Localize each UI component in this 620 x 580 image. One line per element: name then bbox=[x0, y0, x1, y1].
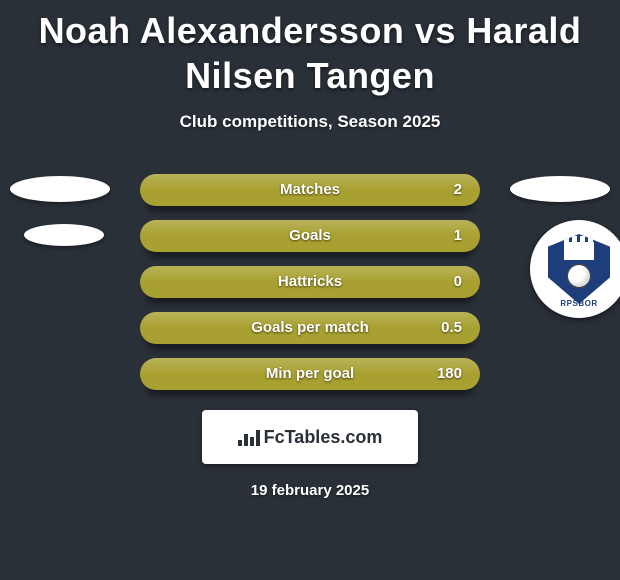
stat-row-matches: Matches 2 bbox=[0, 174, 620, 206]
footer-brand-box[interactable]: FcTables.com bbox=[202, 410, 418, 464]
left-player-oval-1 bbox=[10, 176, 110, 202]
subtitle: Club competitions, Season 2025 bbox=[0, 112, 620, 132]
right-player-oval-1 bbox=[510, 176, 610, 202]
left-player-oval-2 bbox=[24, 224, 104, 246]
bar-wrap: Hattricks 0 bbox=[140, 266, 480, 298]
page-title: Noah Alexandersson vs Harald Nilsen Tang… bbox=[0, 0, 620, 98]
stat-label: Hattricks bbox=[140, 266, 480, 298]
bar-wrap: Goals per match 0.5 bbox=[140, 312, 480, 344]
date-text: 19 february 2025 bbox=[0, 482, 620, 499]
bar-wrap: Matches 2 bbox=[140, 174, 480, 206]
footer-brand-text: FcTables.com bbox=[264, 427, 383, 448]
stat-right-value: 1 bbox=[454, 220, 462, 252]
stat-row-min-per-goal: Min per goal 180 bbox=[0, 358, 620, 390]
badge-castle-icon bbox=[564, 242, 594, 260]
stat-row-goals: Goals 1 RPSBOR bbox=[0, 220, 620, 252]
stat-right-value: 2 bbox=[454, 174, 462, 206]
stat-row-goals-per-match: Goals per match 0.5 bbox=[0, 312, 620, 344]
stat-label: Goals per match bbox=[140, 312, 480, 344]
stat-right-value: 0 bbox=[454, 266, 462, 298]
stat-label: Goals bbox=[140, 220, 480, 252]
stat-right-value: 180 bbox=[437, 358, 462, 390]
stat-label: Matches bbox=[140, 174, 480, 206]
stat-label: Min per goal bbox=[140, 358, 480, 390]
stat-right-value: 0.5 bbox=[441, 312, 462, 344]
stat-row-hattricks: Hattricks 0 bbox=[0, 266, 620, 298]
stats-block: Matches 2 Goals 1 RPSBOR Hattricks 0 bbox=[0, 174, 620, 390]
badge-text: RPSBOR bbox=[560, 299, 597, 308]
bar-wrap: Min per goal 180 bbox=[140, 358, 480, 390]
bar-chart-icon bbox=[238, 428, 260, 446]
bar-wrap: Goals 1 bbox=[140, 220, 480, 252]
